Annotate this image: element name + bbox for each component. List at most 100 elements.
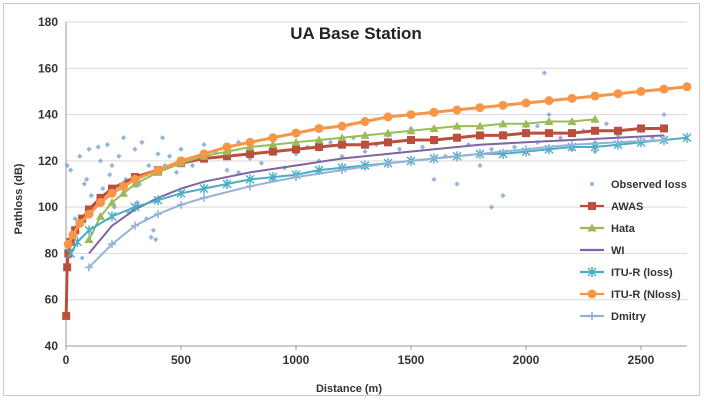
data-point xyxy=(637,124,645,133)
data-point xyxy=(544,117,554,126)
data-point xyxy=(153,165,163,175)
data-point xyxy=(173,169,179,176)
data-point xyxy=(154,210,162,219)
data-point xyxy=(96,198,105,208)
data-point xyxy=(337,121,347,131)
data-point xyxy=(246,149,254,158)
data-point xyxy=(178,146,184,152)
grid-lines xyxy=(66,21,687,347)
data-point xyxy=(84,209,94,219)
data-point xyxy=(200,193,208,202)
data-point xyxy=(511,144,518,150)
y-tick-label: 160 xyxy=(38,61,58,75)
data-point xyxy=(119,181,128,191)
data-point xyxy=(64,249,73,258)
data-point xyxy=(475,121,485,130)
legend-label: WI xyxy=(611,245,624,257)
data-point xyxy=(139,139,145,145)
data-point xyxy=(396,146,403,152)
data-point xyxy=(73,236,82,247)
data-point xyxy=(292,145,300,154)
legend-label: Dmitry xyxy=(611,311,647,323)
y-axis-title: Pathloss (dB) xyxy=(13,163,25,234)
legend-marker xyxy=(587,223,597,232)
y-tick-label: 80 xyxy=(45,246,59,260)
legend-item: AWAS xyxy=(580,201,643,213)
data-point xyxy=(84,235,94,244)
data-point xyxy=(269,147,277,156)
y-tick-label: 100 xyxy=(38,200,58,214)
data-point xyxy=(314,123,324,133)
data-point xyxy=(337,133,347,142)
data-point xyxy=(268,140,278,149)
data-point xyxy=(429,123,439,132)
data-point xyxy=(488,204,495,210)
chart-frame: 40 60 80 100 120 140 160 180 0 500 1000 1500 2000 250… xyxy=(3,3,700,396)
data-point xyxy=(86,146,92,152)
x-tick-label: 500 xyxy=(171,353,191,367)
data-point xyxy=(85,263,93,272)
data-point xyxy=(84,176,90,182)
data-point xyxy=(500,192,506,199)
data-point xyxy=(429,107,439,117)
data-point xyxy=(614,138,622,147)
data-point xyxy=(246,182,254,191)
data-point xyxy=(100,186,106,192)
data-point xyxy=(534,123,541,129)
data-point xyxy=(452,105,462,115)
data-point xyxy=(189,162,196,169)
data-point xyxy=(96,211,105,220)
data-point xyxy=(88,192,94,199)
data-point xyxy=(452,121,462,130)
data-point xyxy=(454,181,460,187)
data-point xyxy=(521,98,531,108)
data-point xyxy=(153,195,163,206)
data-point xyxy=(223,152,231,161)
legend-label: AWAS xyxy=(611,201,643,213)
data-point xyxy=(75,218,85,228)
data-point xyxy=(201,142,207,148)
x-tick-label: 2000 xyxy=(513,353,540,367)
chart-title: UA Base Station xyxy=(290,24,422,43)
data-point xyxy=(660,136,668,145)
data-point xyxy=(682,82,692,92)
legend-label: Hata xyxy=(611,223,636,235)
data-point xyxy=(362,149,368,155)
data-point xyxy=(522,129,530,138)
data-point xyxy=(81,181,87,187)
data-point xyxy=(224,167,230,173)
x-tick-label: 1500 xyxy=(398,353,425,367)
data-point xyxy=(498,100,508,110)
data-point xyxy=(406,126,416,135)
legend-label: ITU-R (loss) xyxy=(611,267,673,279)
data-point xyxy=(62,311,71,320)
data-point xyxy=(291,128,301,138)
data-point xyxy=(614,126,622,135)
data-point xyxy=(68,230,78,240)
data-point xyxy=(338,140,346,149)
data-point xyxy=(97,158,104,164)
y-tick-label: 140 xyxy=(38,108,58,122)
data-point xyxy=(116,153,122,159)
data-point xyxy=(96,193,105,202)
x-tick-label: 1000 xyxy=(283,353,310,367)
pathloss-chart: 40 60 80 100 120 140 160 180 0 500 1000 1500 2000 250… xyxy=(13,15,692,395)
data-point xyxy=(63,263,72,272)
series-itu-r-nloss xyxy=(63,82,692,249)
data-point xyxy=(682,132,692,143)
data-point xyxy=(419,144,426,150)
data-point xyxy=(568,140,576,149)
data-point xyxy=(107,198,117,207)
data-point xyxy=(119,188,128,197)
data-point xyxy=(107,211,117,222)
data-point xyxy=(613,89,623,99)
data-point xyxy=(68,167,74,173)
data-point xyxy=(146,162,152,169)
data-point xyxy=(176,188,186,199)
data-point xyxy=(591,126,599,135)
plot-area xyxy=(62,70,692,320)
data-point xyxy=(222,179,232,189)
data-point xyxy=(95,144,101,150)
data-point xyxy=(660,124,668,133)
data-point xyxy=(153,236,159,243)
